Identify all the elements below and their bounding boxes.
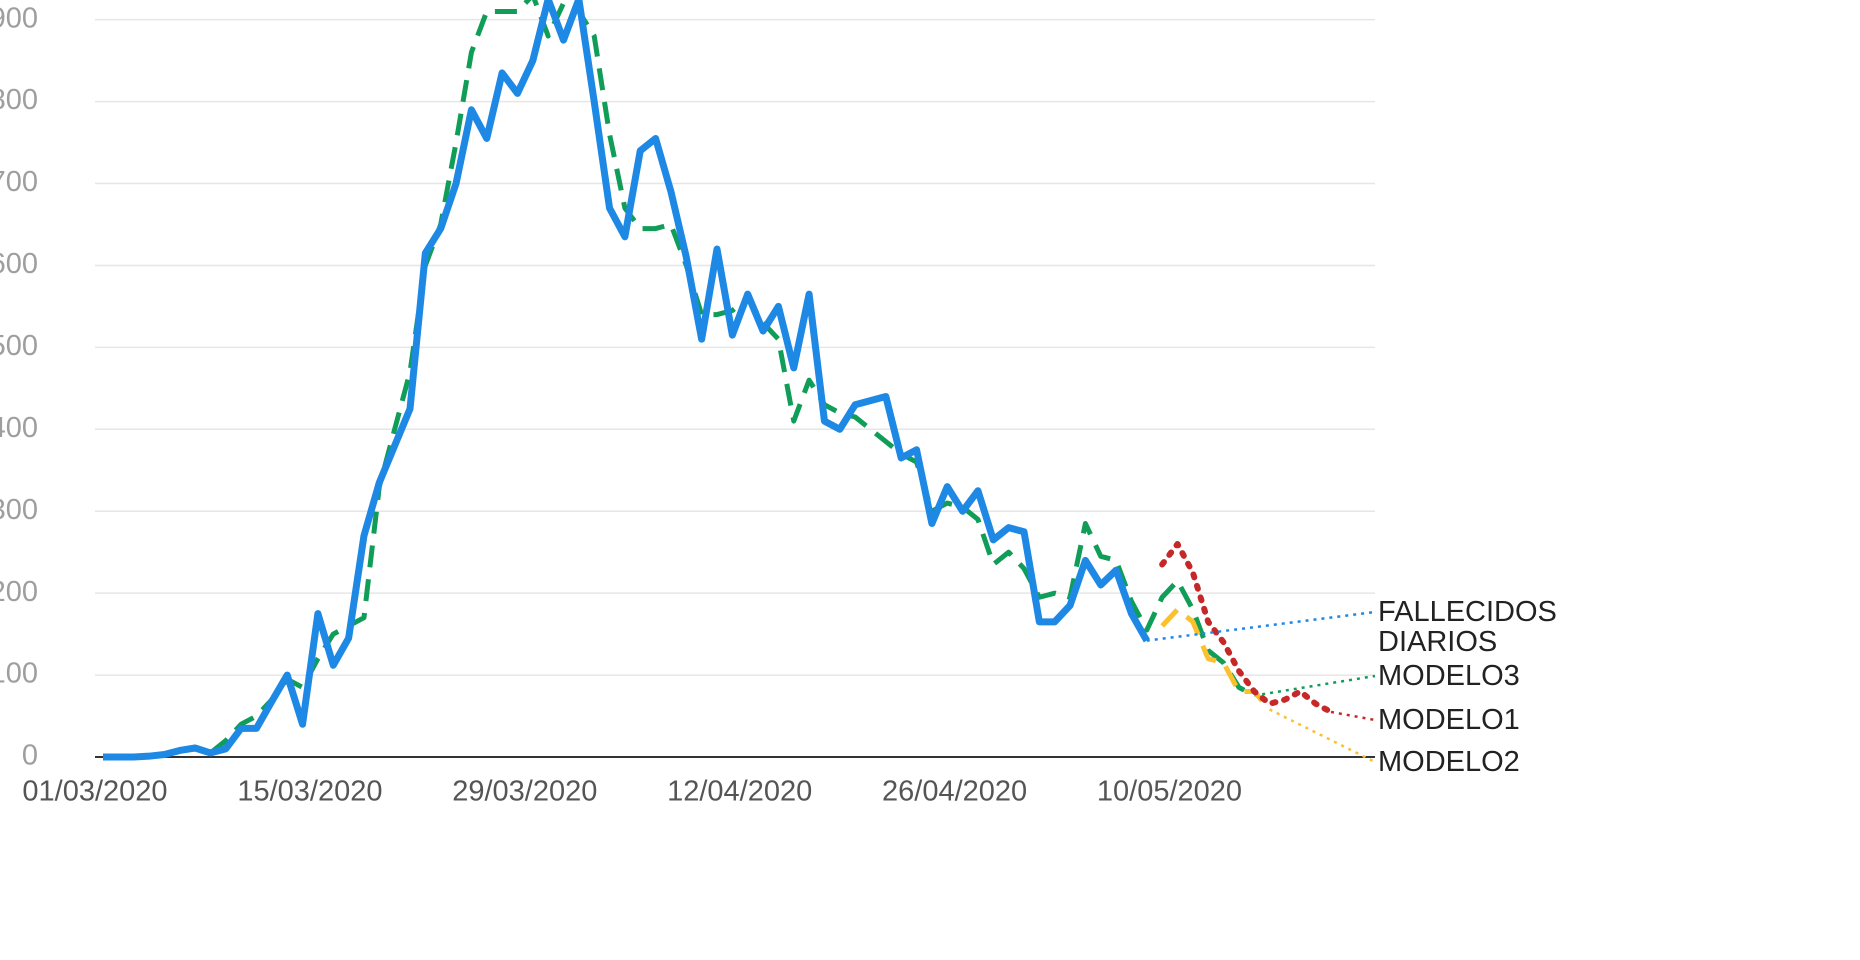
x-tick-label: 12/04/2020 [667, 776, 812, 808]
series-label: FALLECIDOS DIARIOS [1378, 596, 1557, 658]
series-line [1159, 540, 1334, 715]
series-line [208, 0, 1256, 755]
leader-line [1146, 610, 1376, 642]
series-label: MODELO3 [1378, 660, 1520, 692]
series-label: MODELO2 [1378, 746, 1520, 778]
x-tick-label: 29/03/2020 [452, 776, 597, 808]
x-tick-label: 15/03/2020 [237, 776, 382, 808]
leader-line [1269, 708, 1376, 764]
y-tick-label: 900 [0, 2, 38, 34]
leader-line [1330, 710, 1376, 722]
y-tick-label: 300 [0, 494, 38, 526]
y-tick-label: 100 [0, 658, 38, 690]
series-line [103, 0, 1150, 761]
y-tick-label: 200 [0, 576, 38, 608]
y-tick-label: 600 [0, 248, 38, 280]
x-tick-label: 26/04/2020 [882, 776, 1027, 808]
y-tick-label: 800 [0, 84, 38, 116]
y-tick-label: 400 [0, 412, 38, 444]
leader-line [1254, 674, 1376, 697]
y-tick-label: 500 [0, 330, 38, 362]
x-tick-label: 01/03/2020 [22, 776, 167, 808]
series-label: MODELO1 [1378, 704, 1520, 736]
y-tick-label: 0 [22, 740, 38, 772]
x-tick-label: 10/05/2020 [1097, 776, 1242, 808]
y-tick-label: 700 [0, 166, 38, 198]
